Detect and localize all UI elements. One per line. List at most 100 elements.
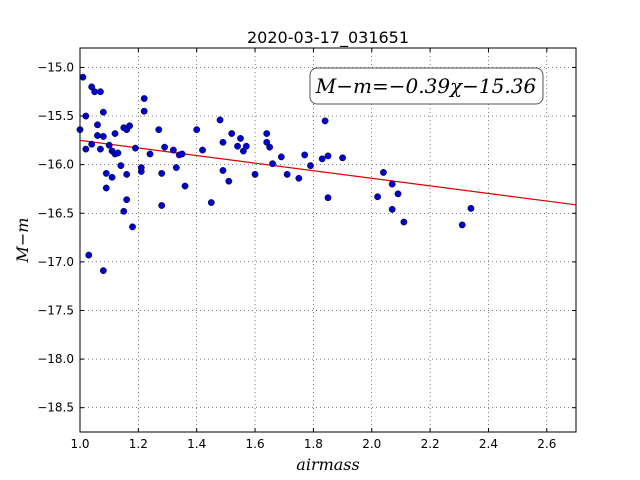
data-point [99,267,107,275]
data-point [82,112,90,120]
data-point [388,180,396,188]
data-point [199,146,206,154]
data-point [324,152,332,160]
data-point [161,143,169,151]
x-tick-label: 1.4 [187,437,206,451]
data-point [169,146,177,154]
data-point [207,199,215,206]
data-point [181,182,189,190]
data-point [137,164,145,171]
data-point [321,117,329,125]
data-point [295,174,303,182]
data-point [82,145,90,153]
data-point [374,193,381,201]
data-point [269,160,276,168]
data-point [225,177,233,185]
plot-background [80,48,576,432]
y-tick-label: −16.0 [37,158,74,172]
fit-line-group [79,139,577,206]
data-point [234,142,241,150]
data-point [388,205,396,213]
data-point [458,221,466,229]
y-tick-labels: −15.0 −15.5 −16.0 −16.5 −17.0 −17.5 −18.0 −18.5 [37,60,74,414]
x-tick-label: 1.8 [304,437,323,451]
data-point [318,155,326,163]
data-point [97,88,104,96]
data-point [193,126,201,134]
grid [79,48,576,432]
x-tick-label: 2.0 [362,437,381,451]
data-point [105,141,113,149]
data-point [277,153,285,161]
data-point [400,218,408,226]
data-point [91,88,98,96]
data-points [76,73,475,275]
data-point [114,149,122,157]
data-point [146,150,154,158]
y-tick-label: −16.5 [37,206,74,220]
x-tick-label: 2.4 [479,437,498,451]
data-point [94,121,101,129]
data-point [339,154,346,162]
data-point [283,170,291,178]
annotation-box [309,67,544,105]
data-point [178,150,186,158]
x-axis-label: airmass [296,455,359,474]
data-point [120,207,128,215]
data-point [155,126,163,134]
data-point [219,138,227,146]
fit-equation-annotation: M−m=−0.39χ−15.36 [315,74,537,98]
data-point [97,145,104,153]
data-point [228,130,236,137]
data-point [123,170,131,178]
data-point [108,173,116,181]
data-point [467,205,475,212]
data-point [111,130,119,137]
data-point [129,223,136,231]
data-point [132,144,139,152]
data-point [102,184,110,192]
data-point [94,132,101,139]
y-tick-label: −15.5 [37,109,74,123]
data-point [242,142,250,150]
data-point [85,251,93,259]
y-tick-label: −15.0 [37,60,74,74]
data-point [99,108,107,116]
data-point [117,162,125,170]
fit-line [79,139,577,206]
y-tick-label: −18.5 [37,401,74,415]
y-tick-label: −18.0 [37,352,74,366]
data-point [324,194,332,202]
data-point [394,190,402,198]
data-point [237,135,244,142]
y-tick-label: −17.0 [37,255,74,269]
data-point [102,170,110,177]
data-point [380,169,387,176]
data-point [88,140,96,148]
plot-frame [79,47,577,433]
data-point [266,143,274,151]
data-point [301,151,309,159]
x-tick-label: 2.6 [537,437,556,451]
data-point [140,107,148,115]
data-point [307,162,314,170]
data-point [79,73,87,81]
data-point [140,95,148,102]
data-point [219,167,227,174]
data-point [263,130,271,137]
x-tick-label: 2.2 [421,437,440,451]
ticks [79,48,576,432]
data-point [126,122,134,130]
y-tick-label: −17.5 [37,303,74,317]
chart-title: 2020-03-17_031651 [247,28,409,48]
data-point [172,164,180,171]
data-point [251,170,259,178]
x-tick-label: 1.6 [246,437,265,451]
data-point [123,196,131,204]
y-axis-label: M−m [13,218,32,264]
x-tick-label: 1.0 [70,437,89,451]
data-point [158,202,166,209]
data-point [99,133,107,140]
data-point [216,116,224,124]
